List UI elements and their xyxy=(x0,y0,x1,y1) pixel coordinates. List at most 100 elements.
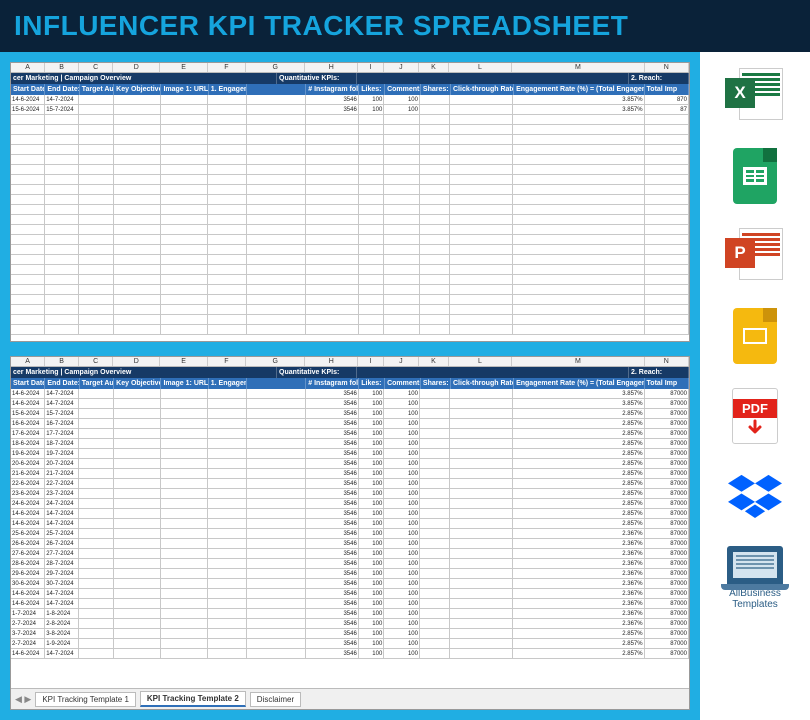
table-row[interactable]: 18-6-202418-7-202435461001002.857%87000 xyxy=(11,439,689,449)
table-row[interactable]: 25-6-202425-7-202435461001002.367%87000 xyxy=(11,529,689,539)
table-row[interactable]: 2-7-20241-9-202435461001002.857%87000 xyxy=(11,639,689,649)
pdf-icon[interactable]: PDF xyxy=(725,386,785,446)
column-letter[interactable]: M xyxy=(512,63,644,72)
column-letter[interactable]: C xyxy=(79,63,113,72)
spreadsheet-preview-1[interactable]: ABCDEFGHIJKLMN cer Marketing | Campaign … xyxy=(10,62,690,342)
table-row[interactable]: 26-6-202426-7-202435461001002.367%87000 xyxy=(11,539,689,549)
allbusinesstemplates-icon[interactable]: AllBusinessTemplates xyxy=(727,546,783,610)
table-row[interactable]: 14-6-202414-7-202435461001002.857%87000 xyxy=(11,519,689,529)
table-row[interactable]: 15-6-202415-7-202435461001002.857%87000 xyxy=(11,409,689,419)
table-row[interactable] xyxy=(11,185,689,195)
column-letters-row: ABCDEFGHIJKLMN xyxy=(11,357,689,367)
column-header: Target Audience: xyxy=(80,84,114,95)
table-row[interactable] xyxy=(11,265,689,275)
table-row[interactable] xyxy=(11,305,689,315)
table-row[interactable]: 14-6-202414-7-202435461001002.857%87000 xyxy=(11,509,689,519)
excel-icon[interactable]: X xyxy=(725,66,785,126)
table-row[interactable]: 21-6-202421-7-202435461001002.857%87000 xyxy=(11,469,689,479)
data-grid-2[interactable]: 14-6-202414-7-202435461001003.857%870001… xyxy=(11,389,689,688)
tab-template-2[interactable]: KPI Tracking Template 2 xyxy=(140,691,246,707)
table-row[interactable] xyxy=(11,315,689,325)
column-letter[interactable]: G xyxy=(246,63,305,72)
table-row[interactable] xyxy=(11,245,689,255)
table-row[interactable] xyxy=(11,325,689,335)
tab-disclaimer[interactable]: Disclaimer xyxy=(250,692,301,707)
table-row[interactable]: 14-6-202414-7-202435461001002.367%87000 xyxy=(11,589,689,599)
dropbox-icon[interactable] xyxy=(725,466,785,526)
table-row[interactable]: 1-7-20241-8-202435461001002.367%87000 xyxy=(11,609,689,619)
table-row[interactable]: 14-6-202414-7-202435461001002.857%87000 xyxy=(11,649,689,659)
table-row[interactable] xyxy=(11,285,689,295)
column-header: 1. Engagement Rates: xyxy=(209,84,248,95)
column-letter[interactable]: N xyxy=(645,63,689,72)
data-grid-1[interactable]: 14-6-202414-7-202435461001003.857%87015-… xyxy=(11,95,689,341)
column-header: Image 1: URL xyxy=(161,378,208,389)
column-header: Likes: xyxy=(359,378,385,389)
table-row[interactable]: 3-7-20243-8-202435461001002.857%87000 xyxy=(11,629,689,639)
table-row[interactable] xyxy=(11,205,689,215)
table-row[interactable]: 28-6-202428-7-202435461001002.367%87000 xyxy=(11,559,689,569)
column-letter[interactable]: D xyxy=(113,357,160,366)
table-row[interactable] xyxy=(11,195,689,205)
column-letter[interactable]: H xyxy=(305,357,358,366)
column-letter[interactable]: K xyxy=(419,63,449,72)
google-sheets-icon[interactable] xyxy=(725,146,785,206)
table-row[interactable] xyxy=(11,255,689,265)
table-row[interactable] xyxy=(11,225,689,235)
column-letter[interactable]: C xyxy=(79,357,113,366)
tab-nav-icon[interactable]: ◀ ▶ xyxy=(15,694,31,705)
table-row[interactable] xyxy=(11,235,689,245)
table-row[interactable] xyxy=(11,275,689,285)
table-row[interactable]: 27-6-202427-7-202435461001002.367%87000 xyxy=(11,549,689,559)
column-letter[interactable]: H xyxy=(305,63,358,72)
column-letter[interactable]: F xyxy=(208,357,246,366)
column-letter[interactable]: A xyxy=(11,63,45,72)
table-row[interactable] xyxy=(11,165,689,175)
table-row[interactable] xyxy=(11,115,689,125)
column-letter[interactable]: J xyxy=(384,63,420,72)
tab-template-1[interactable]: KPI Tracking Template 1 xyxy=(35,692,136,707)
table-row[interactable] xyxy=(11,155,689,165)
table-row[interactable]: 30-6-202430-7-202435461001002.367%87000 xyxy=(11,579,689,589)
column-letter[interactable]: M xyxy=(512,357,644,366)
table-row[interactable]: 14-6-202414-7-202435461001003.857%87000 xyxy=(11,399,689,409)
table-row[interactable]: 14-6-202414-7-202435461001003.857%870 xyxy=(11,95,689,105)
powerpoint-icon[interactable]: P xyxy=(725,226,785,286)
table-row[interactable]: 23-6-202423-7-202435461001002.857%87000 xyxy=(11,489,689,499)
table-row[interactable]: 2-7-20242-8-202435461001002.367%87000 xyxy=(11,619,689,629)
table-row[interactable] xyxy=(11,145,689,155)
google-slides-icon[interactable] xyxy=(725,306,785,366)
table-row[interactable] xyxy=(11,215,689,225)
column-letter[interactable]: N xyxy=(645,357,689,366)
table-row[interactable]: 14-6-202414-7-202435461001002.367%87000 xyxy=(11,599,689,609)
column-letter[interactable]: I xyxy=(358,63,383,72)
table-row[interactable]: 24-6-202424-7-202435461001002.857%87000 xyxy=(11,499,689,509)
table-row[interactable]: 22-6-202422-7-202435461001002.857%87000 xyxy=(11,479,689,489)
table-row[interactable] xyxy=(11,175,689,185)
column-letter[interactable]: B xyxy=(45,63,79,72)
column-letter[interactable]: K xyxy=(419,357,449,366)
table-row[interactable] xyxy=(11,295,689,305)
column-header: # Instagram followers: xyxy=(306,378,359,389)
table-row[interactable]: 29-6-202429-7-202435461001002.367%87000 xyxy=(11,569,689,579)
column-letter[interactable]: J xyxy=(384,357,420,366)
column-letter[interactable]: L xyxy=(449,63,512,72)
table-row[interactable]: 15-6-202415-7-202435461001003.857%87 xyxy=(11,105,689,115)
table-row[interactable]: 16-6-202416-7-202435461001002.857%87000 xyxy=(11,419,689,429)
spreadsheet-preview-2[interactable]: ABCDEFGHIJKLMN cer Marketing | Campaign … xyxy=(10,356,690,710)
column-letter[interactable]: L xyxy=(449,357,512,366)
table-row[interactable]: 14-6-202414-7-202435461001003.857%87000 xyxy=(11,389,689,399)
column-letter[interactable]: I xyxy=(358,357,383,366)
table-row[interactable]: 17-6-202417-7-202435461001002.857%87000 xyxy=(11,429,689,439)
table-row[interactable]: 19-6-202419-7-202435461001002.857%87000 xyxy=(11,449,689,459)
column-letter[interactable]: G xyxy=(246,357,305,366)
column-letter[interactable]: A xyxy=(11,357,45,366)
column-letter[interactable]: B xyxy=(45,357,79,366)
column-letter[interactable]: D xyxy=(113,63,160,72)
column-letter[interactable]: E xyxy=(160,63,207,72)
column-letter[interactable]: E xyxy=(160,357,207,366)
table-row[interactable] xyxy=(11,125,689,135)
table-row[interactable]: 20-6-202420-7-202435461001002.857%87000 xyxy=(11,459,689,469)
table-row[interactable] xyxy=(11,135,689,145)
column-letter[interactable]: F xyxy=(208,63,246,72)
